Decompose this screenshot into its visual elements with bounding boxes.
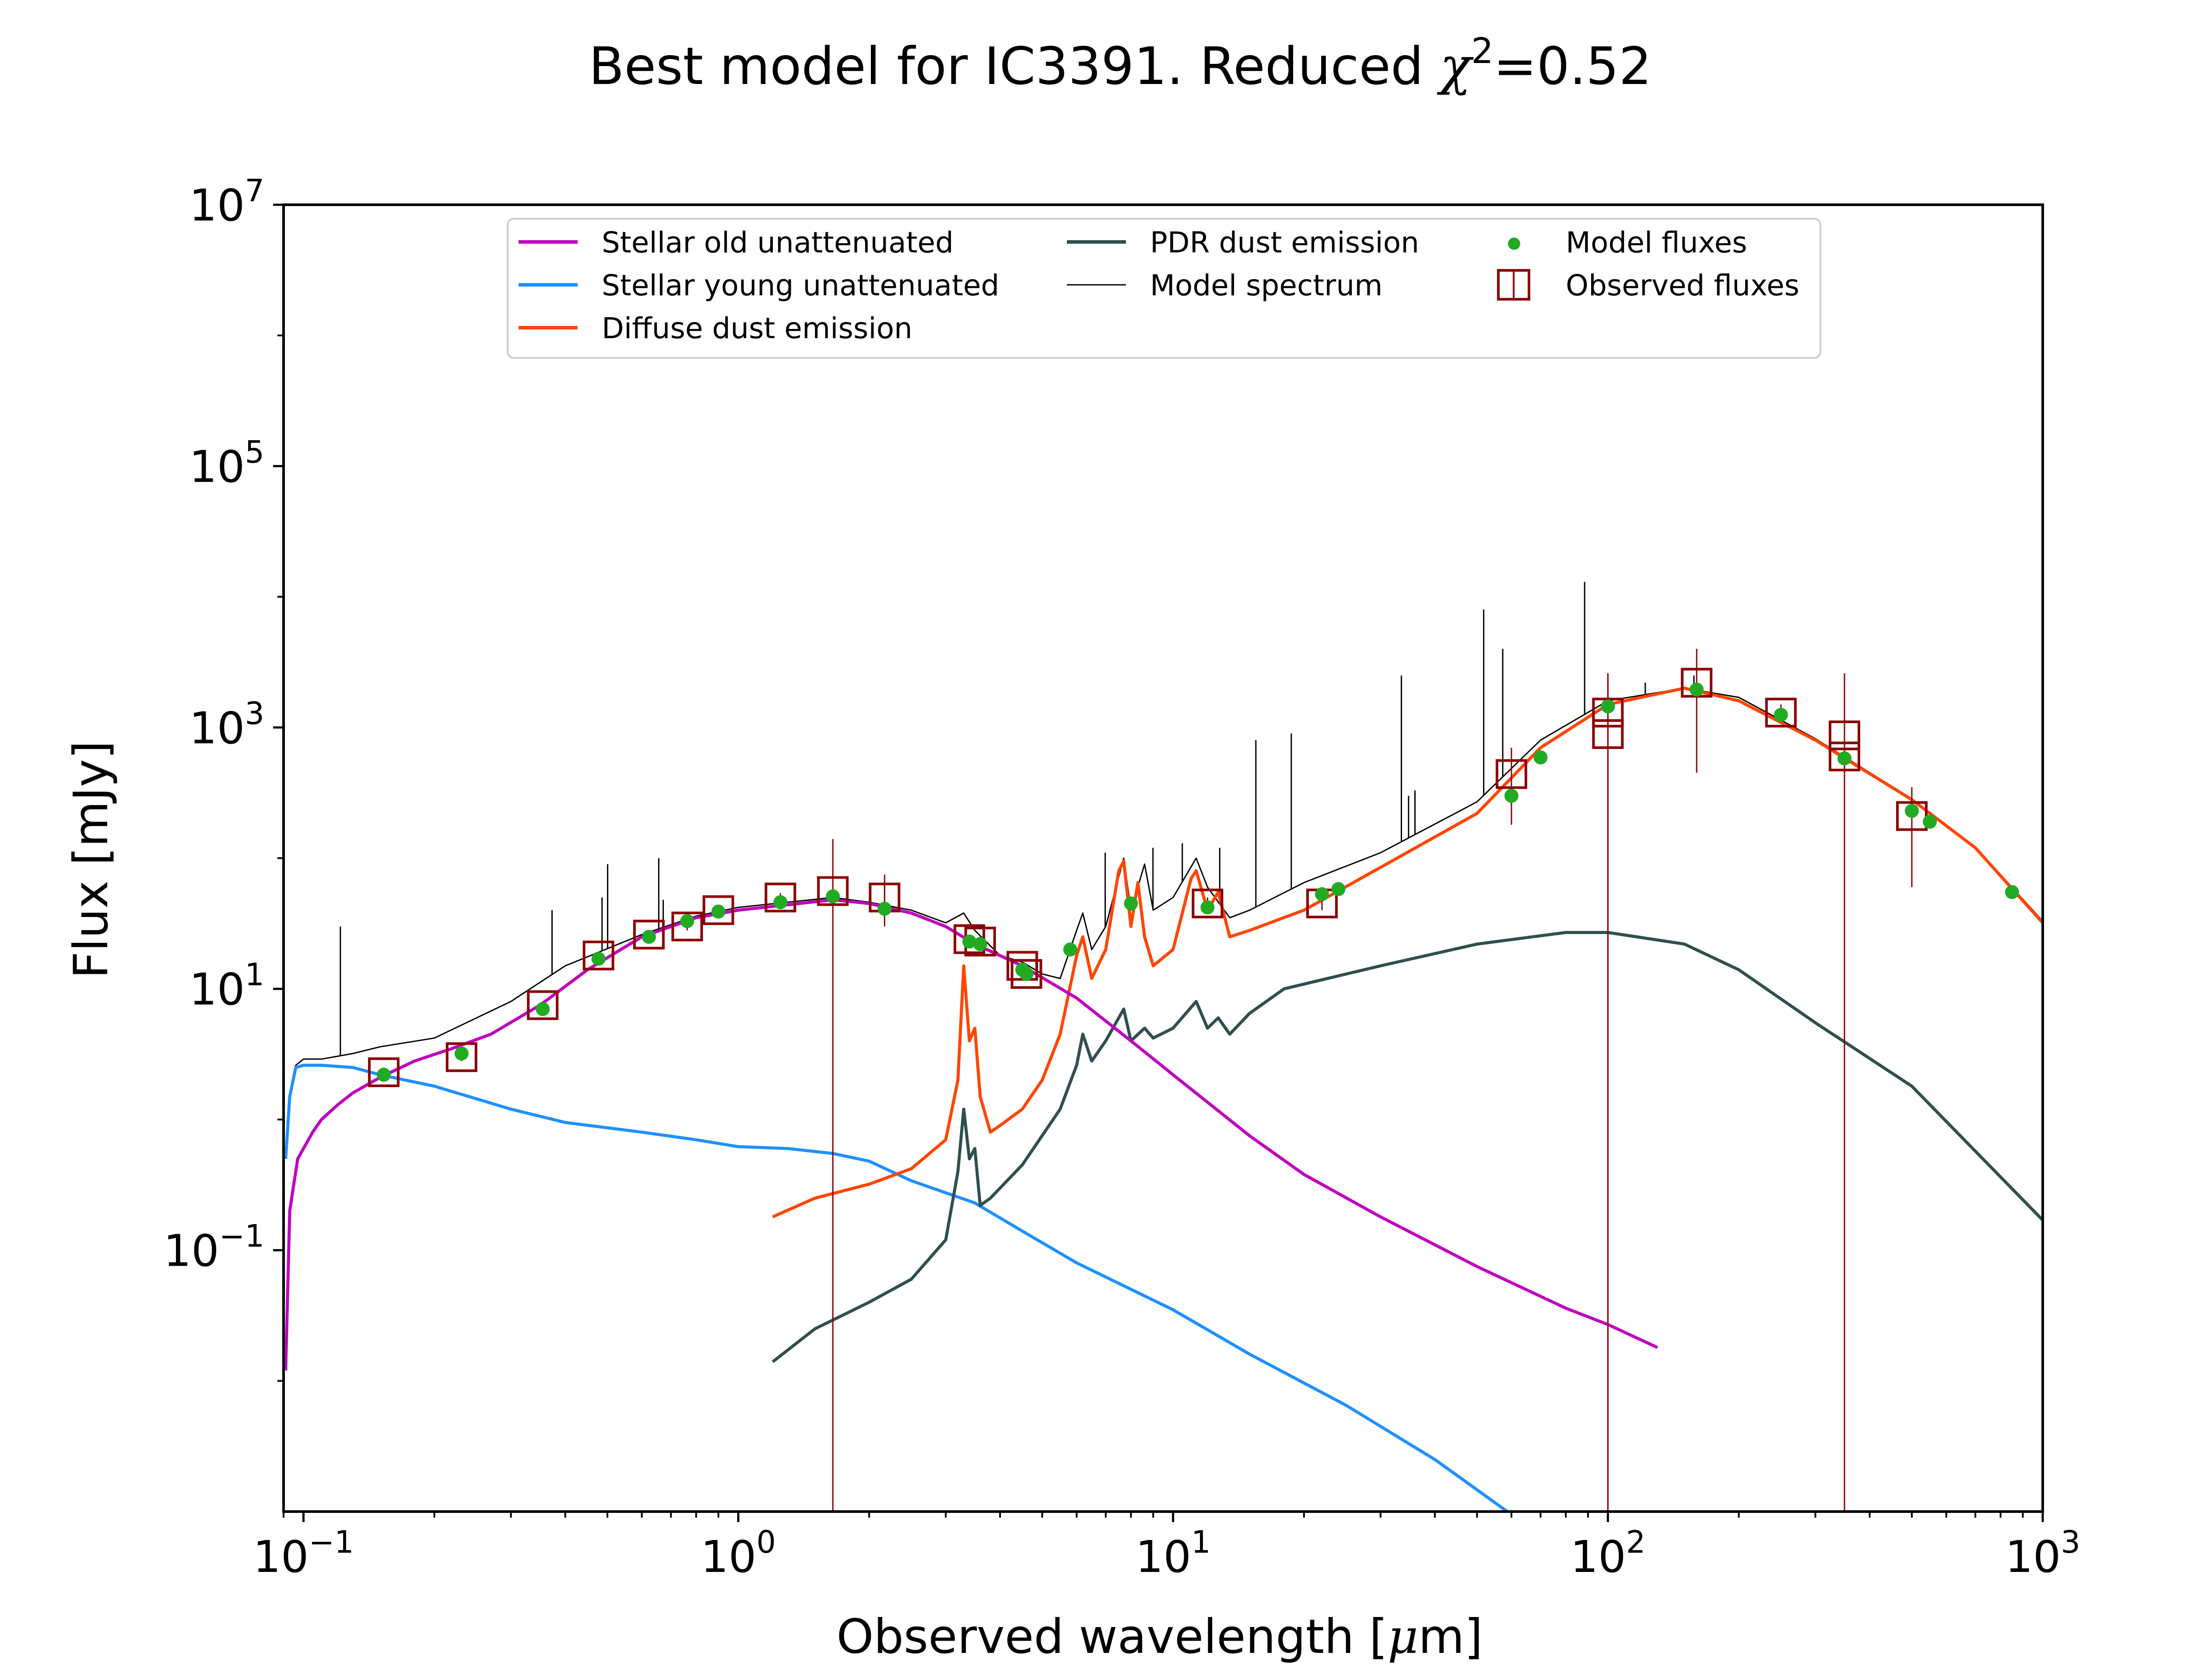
model-flux-point <box>536 1002 550 1016</box>
plot-area <box>284 582 2043 1512</box>
observed-flux-marker <box>671 911 703 942</box>
model-flux-point <box>2005 885 2019 900</box>
model-flux-point <box>1601 699 1615 714</box>
y-tick-label: 10−1 <box>164 1218 264 1277</box>
observed-flux-marker <box>817 876 849 906</box>
x-axis-label-tail: m] <box>1418 1610 1483 1664</box>
model-flux-point <box>973 937 987 951</box>
model-flux-point <box>1837 751 1851 766</box>
model-flux-point <box>1923 815 1937 829</box>
legend-label-stellar-young: Stellar young unattenuated <box>602 269 999 302</box>
observed-flux-marker <box>1828 742 1860 772</box>
model-flux-point <box>1200 900 1215 915</box>
x-axis-label-mu: μ <box>1388 1610 1418 1664</box>
x-tick-label: 101 <box>1136 1524 1211 1582</box>
legend: Stellar old unattenuated Stellar young u… <box>507 218 1821 359</box>
series-line-stellar-old <box>284 898 1659 1371</box>
legend-box <box>507 218 1821 359</box>
observed-flux-marker <box>1010 959 1042 989</box>
legend-label-pdr-dust: PDR dust emission <box>1150 226 1419 259</box>
model-flux-point <box>962 934 977 949</box>
observed-flux-marker <box>702 895 734 925</box>
chart-title-main: Best model for IC3391. Reduced <box>589 36 1440 96</box>
chart-title-tail: =0.52 <box>1494 36 1652 96</box>
model-flux-point <box>1774 707 1788 722</box>
observed-flux-marker <box>582 940 614 970</box>
x-tick-label: 102 <box>1570 1524 1645 1582</box>
model-flux-point <box>1533 750 1548 765</box>
x-axis-label-main: Observed wavelength [ <box>836 1610 1388 1664</box>
chart-title-chi: χ <box>1437 36 1474 96</box>
x-tick-label: 10−1 <box>253 1524 354 1582</box>
model-flux-point <box>376 1068 391 1082</box>
model-flux-point <box>1124 896 1138 911</box>
legend-label-stellar-old: Stellar old unattenuated <box>602 226 954 259</box>
model-flux-point <box>773 895 788 910</box>
observed-flux-marker <box>764 882 796 913</box>
model-flux-point <box>711 904 726 919</box>
model-flux-point <box>680 914 694 928</box>
legend-label-diffuse-dust: Diffuse dust emission <box>602 312 912 345</box>
model-flux-point <box>454 1046 469 1061</box>
observed-flux-marker <box>527 990 559 1020</box>
observed-flux-marker <box>1495 759 1527 789</box>
series-line-stellar-young <box>284 1064 1510 1512</box>
model-flux-point <box>1504 788 1518 803</box>
chart-title-sup: 2 <box>1471 31 1494 71</box>
model-flux-point <box>1904 804 1919 818</box>
model-flux-point <box>1331 882 1346 896</box>
x-axis-label: Observed wavelength [μm] <box>836 1610 1483 1664</box>
model-flux-point <box>1019 967 1034 981</box>
series-line-diffuse-dust <box>772 686 2043 1218</box>
axis-ticks: 10−1 100 101 102 103 10−1 101 103 105 107 <box>164 173 2080 1582</box>
model-flux-point <box>591 952 606 966</box>
y-tick-label: 101 <box>189 957 264 1015</box>
y-tick-label: 107 <box>189 173 264 231</box>
chart-title: Best model for IC3391. Reduced χ2=0.52 <box>589 31 1652 96</box>
x-tick-label: 103 <box>2005 1524 2080 1582</box>
observed-flux-marker <box>368 1057 400 1087</box>
observed-flux-marker <box>1192 889 1224 919</box>
model-flux-point <box>1315 887 1329 901</box>
y-tick-label: 105 <box>189 434 264 492</box>
observed-flux-marker <box>1765 697 1797 728</box>
y-tick-label: 103 <box>189 696 264 754</box>
model-flux-point <box>877 902 892 916</box>
model-flux-point <box>1063 942 1077 957</box>
model-flux-point <box>826 889 840 903</box>
observed-flux-marker <box>445 1042 477 1072</box>
model-flux-point <box>642 930 656 944</box>
model-flux-point <box>1690 682 1704 697</box>
y-axis-label: Flux [mJy] <box>64 741 119 979</box>
legend-swatch-observed-fluxes <box>1497 269 1530 301</box>
legend-label-model-fluxes: Model fluxes <box>1566 226 1747 259</box>
legend-label-model-spectrum: Model spectrum <box>1150 269 1382 302</box>
observed-flux-marker <box>1592 719 1624 749</box>
legend-label-observed-fluxes: Observed fluxes <box>1566 269 1799 302</box>
observed-flux-marker <box>633 920 665 950</box>
legend-swatch-model-fluxes <box>1508 238 1520 250</box>
x-tick-label: 100 <box>701 1524 776 1582</box>
